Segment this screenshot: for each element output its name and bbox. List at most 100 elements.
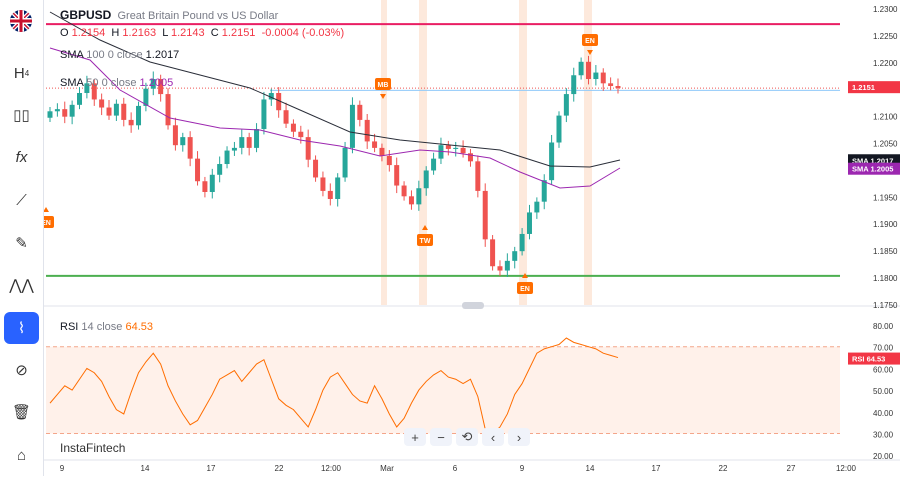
candle-body	[445, 145, 451, 149]
candle-body	[372, 141, 378, 148]
sma100-value: 1.2017	[145, 49, 180, 61]
pane-resize-handle	[462, 302, 484, 309]
candle-body	[62, 109, 68, 117]
low-value: 1.2143	[170, 27, 205, 39]
marker-badge	[582, 34, 598, 46]
candle-body	[541, 180, 547, 202]
marker-arrow	[522, 273, 528, 278]
time-tick-label: 6	[453, 464, 458, 473]
candle-body	[239, 137, 245, 148]
candle-body	[231, 147, 237, 151]
candle-body	[158, 79, 164, 95]
candle-body	[276, 93, 282, 111]
candle-body	[512, 251, 518, 261]
candle-body	[54, 109, 60, 112]
candle-body	[187, 137, 193, 159]
price-tick-label: 1.1850	[873, 247, 898, 256]
price-tick-label: 1.1950	[873, 193, 898, 202]
candle-body	[99, 99, 105, 108]
pattern-icon[interactable]: ⋀⋀	[9, 277, 34, 294]
zoom-in-button[interactable]: +	[404, 428, 426, 446]
signal-marker: EN	[517, 273, 533, 294]
candle-body	[261, 99, 267, 130]
candle-body	[608, 83, 614, 87]
candle-body	[504, 260, 510, 271]
symbol-description: Great Britain Pound vs US Dollar	[117, 10, 279, 22]
sma50-line	[49, 47, 621, 189]
candle-body	[357, 104, 363, 120]
candle-body	[497, 266, 503, 271]
candle-body	[475, 161, 481, 191]
time-tick-label: 12:00	[836, 464, 857, 473]
sma50-tag-text: SMA 1.2005	[852, 165, 893, 174]
candle-body	[224, 150, 230, 165]
sma100-line	[49, 11, 621, 168]
flag-icon[interactable]	[10, 10, 32, 32]
candle-body	[453, 147, 459, 149]
candle-body	[47, 111, 53, 118]
marker-arrow	[43, 207, 49, 212]
rsi-tick-label: 60.00	[873, 365, 894, 374]
candle-body	[327, 190, 333, 199]
candle-body	[423, 170, 429, 189]
bars-icon[interactable]: ▯▯	[13, 107, 30, 124]
signal-band	[519, 0, 527, 305]
magnet-icon[interactable]: ⌇	[4, 312, 39, 344]
sma100-legend[interactable]: SMA 100 0 close 1.2017	[60, 49, 180, 61]
candle-body	[268, 93, 274, 100]
price-chart[interactable]: 1.23001.22501.22001.21501.21001.20501.20…	[38, 0, 900, 476]
candle-body	[320, 177, 326, 191]
sma50-legend[interactable]: SMA 50 0 close 1.2005	[60, 77, 174, 89]
zoom-out-button[interactable]: −	[430, 428, 452, 446]
reset-icon[interactable]: ⟲	[456, 428, 478, 446]
candle-body	[438, 145, 444, 159]
candle-body	[217, 164, 223, 175]
candle-body	[290, 123, 296, 132]
trash-icon[interactable]: 🗑	[11, 404, 32, 421]
candle-body	[526, 212, 532, 234]
candle-body	[91, 83, 97, 100]
candle-body	[556, 115, 562, 143]
time-tick-label: 14	[586, 464, 595, 473]
eye-off-icon[interactable]: ⊘	[15, 362, 28, 379]
candle-body	[305, 137, 311, 160]
scroll-left-icon[interactable]: ‹	[482, 428, 504, 446]
candle-body	[482, 190, 488, 240]
candle-body	[379, 147, 385, 156]
brush-icon[interactable]: ✎	[15, 235, 28, 252]
candle-body	[349, 104, 355, 148]
marker-badge	[417, 234, 433, 246]
marker-badge	[375, 78, 391, 90]
candle-body	[593, 72, 599, 80]
scroll-right-icon[interactable]: ›	[508, 428, 530, 446]
candle-body	[386, 155, 392, 166]
price-tick-label: 1.1900	[873, 220, 898, 229]
candle-body	[195, 158, 201, 182]
candle-body	[143, 88, 149, 106]
last-price-tag-text: 1.2151	[852, 83, 875, 92]
lock-icon[interactable]: ⌂	[16, 446, 27, 464]
ohlc-legend: O 1.2154 H 1.2163 L 1.2143 C 1.2151 -0.0…	[60, 27, 345, 39]
candle-body	[467, 153, 473, 162]
candle-body	[342, 147, 348, 178]
candle-body	[460, 147, 466, 154]
chart-area[interactable]: 1.23001.22501.22001.21501.21001.20501.20…	[38, 0, 900, 476]
open-value: 1.2154	[71, 27, 106, 39]
time-tick-label: 12:00	[321, 464, 342, 473]
zoom-controls: + − ⟲ ‹ ›	[404, 428, 530, 446]
time-tick-label: Mar	[380, 464, 394, 473]
line-tool-icon[interactable]: ⟋	[16, 191, 27, 209]
price-tick-label: 1.2250	[873, 32, 898, 41]
rsi-legend[interactable]: RSI 14 close 64.53	[60, 321, 153, 333]
fx-icon[interactable]: fx	[15, 148, 28, 166]
time-tick-label: 22	[275, 464, 284, 473]
candle-body	[335, 177, 341, 199]
marker-label: MB	[378, 82, 389, 89]
candle-body	[136, 105, 142, 126]
signal-band	[419, 0, 427, 305]
candle-body	[615, 86, 621, 89]
candle-body	[84, 83, 90, 94]
marker-label: EN	[585, 38, 595, 45]
